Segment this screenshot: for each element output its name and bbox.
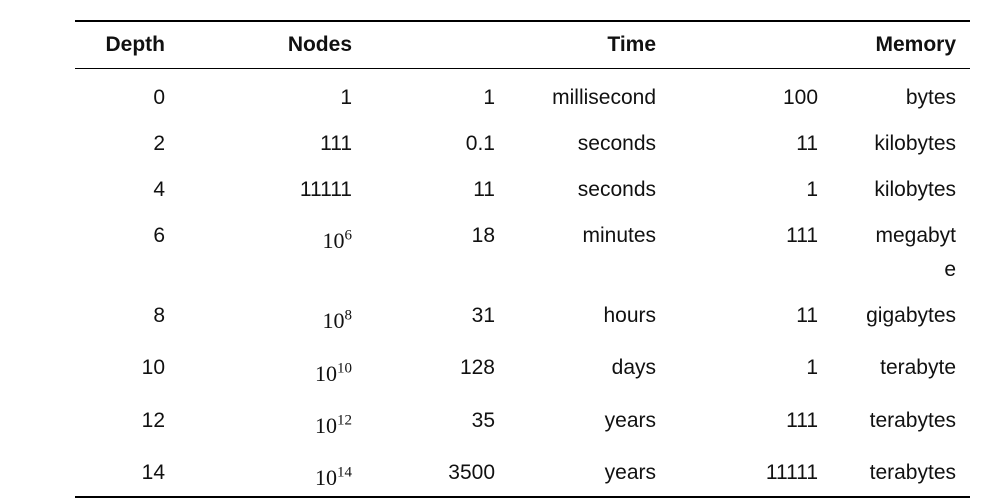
page: Depth Nodes Time Memory 0 1 1 millisecond 10… (75, 21, 971, 498)
table-cell: gigabytes (866, 304, 957, 327)
cell-text: megabyte (875, 224, 957, 281)
table-cell: 1 (806, 356, 819, 380)
table-cell: 1 (483, 86, 495, 109)
table-cell: 11111 (765, 460, 819, 484)
header-cell: Time (607, 33, 657, 56)
table-cell: 14 (141, 460, 165, 484)
table-cell: 1010 (179, 339, 366, 391)
power: 1010 (315, 360, 352, 386)
power-base: 10 (315, 360, 337, 386)
power-base: 10 (322, 308, 345, 334)
table-cell: days (611, 356, 657, 380)
table-cell: 111 (786, 224, 819, 247)
table-cell: 8 (153, 304, 165, 327)
power-exponent: 10 (337, 360, 352, 377)
header-cell: Nodes (287, 33, 352, 56)
table-cell: 6 (153, 224, 165, 247)
table-row: 6 106 18 minutes 111 megabyte (75, 207, 970, 287)
power-base: 10 (322, 228, 345, 254)
table-row: 2 111 0.1 seconds 11 kilobytes (75, 115, 970, 161)
table-cell: 106 (179, 207, 366, 287)
table-cell: 12 (141, 408, 165, 432)
table-cell: 18 (471, 224, 495, 247)
table-cell: 11 (473, 178, 495, 201)
table-cell: 10 (141, 356, 165, 380)
table-cell: 1 (806, 178, 819, 201)
power-exponent: 12 (337, 412, 352, 429)
table-cell: 0.1 (465, 132, 495, 155)
power-exponent: 14 (337, 464, 352, 481)
table-cell: 4 (153, 178, 165, 201)
table-cell: 108 (179, 287, 366, 339)
header-cell: Memory (875, 33, 957, 56)
table-cell: 1012 (179, 392, 366, 444)
table-cell: seconds (577, 132, 657, 155)
table-row: 14 1014 3500 years 11111 terabytes (75, 444, 971, 498)
table-body: 0 1 1 millisecond 100 bytes 2 111 0.1 seconds 11 ki… (75, 69, 971, 498)
table-cell: years (604, 460, 657, 484)
table-cell: kilobytes (874, 178, 957, 201)
table-cell: 11 (796, 304, 819, 327)
table-cell: terabyte (880, 356, 957, 380)
table-cell: 0 (153, 86, 165, 109)
table-cell: 1014 (179, 444, 366, 497)
table-cell: seconds (577, 178, 657, 201)
table-cell: kilobytes (874, 132, 957, 155)
table-cell: 2 (153, 132, 165, 155)
table-cell: years (604, 408, 657, 432)
power: 1014 (315, 465, 352, 490)
table-cell: bytes (905, 86, 957, 109)
power-exponent: 8 (344, 308, 353, 324)
table-cell: hours (603, 304, 657, 327)
table-cell: 1 (340, 86, 352, 109)
results-table: Depth Nodes Time Memory 0 1 1 millisecond 10… (75, 20, 971, 498)
table-cell: 111 (786, 408, 819, 432)
table-row: 10 1010 128 days 1 terabyte (75, 339, 970, 391)
table-cell: 3500 (448, 460, 495, 484)
table-cell: 111 (320, 132, 352, 155)
power-base: 10 (315, 412, 337, 438)
power: 106 (323, 228, 353, 253)
table-row: 12 1012 35 years 111 terabytes (75, 392, 970, 444)
header-row: Depth Nodes Time Memory (75, 21, 971, 69)
table-row: 8 108 31 hours 11 gigabytes (75, 287, 970, 339)
table-row: 4 11111 11 seconds 1 kilobytes (75, 161, 970, 207)
table-cell: terabytes (869, 408, 957, 432)
table-cell: 35 (471, 408, 495, 432)
table-cell: 11111 (299, 178, 352, 201)
power-exponent: 6 (344, 228, 353, 244)
table-cell: 11 (796, 132, 819, 155)
table-cell: millisecond (552, 86, 657, 109)
table-cell: 31 (471, 304, 495, 327)
table-header: Depth Nodes Time Memory (75, 21, 971, 69)
table-cell: megabyte (832, 207, 970, 287)
power-base: 10 (315, 465, 337, 491)
table-row: 0 1 1 millisecond 100 bytes (75, 69, 970, 116)
table-cell: 128 (459, 356, 495, 380)
header-cell: Depth (105, 33, 166, 56)
table-cell: 100 (782, 86, 819, 109)
table-cell: terabytes (869, 460, 957, 484)
table-cell: minutes (582, 224, 657, 247)
power: 1012 (315, 413, 352, 438)
power: 108 (323, 308, 353, 333)
